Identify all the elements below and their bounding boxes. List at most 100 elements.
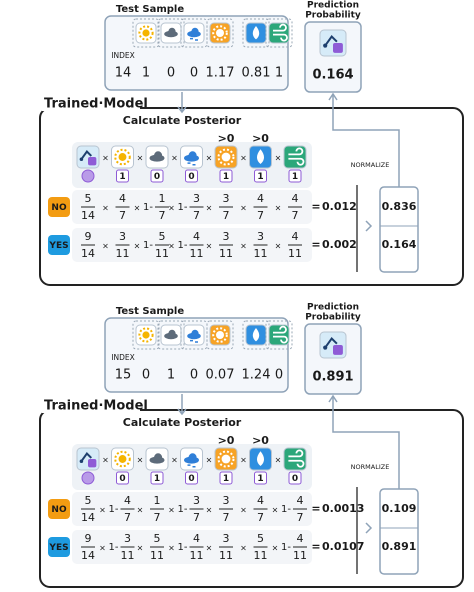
icon-shape	[333, 345, 343, 355]
normalize-label: NORMALIZE	[351, 161, 390, 169]
card-frame	[132, 18, 160, 48]
operator: ×	[102, 456, 109, 465]
badge-value: 0	[188, 474, 194, 484]
denominator: 7	[193, 209, 200, 222]
normalized-value: 0.891	[382, 540, 417, 553]
card-frame	[265, 18, 293, 48]
icon-frame	[268, 22, 290, 44]
denominator: 7	[297, 511, 304, 524]
operator: ×	[206, 154, 213, 163]
numerator: 3	[119, 230, 126, 243]
icon-shape	[212, 25, 228, 41]
numerator: 3	[223, 230, 230, 243]
icon-shape	[273, 23, 288, 42]
icon-shape	[154, 453, 163, 462]
model-title: Trained·Model	[44, 97, 148, 112]
denominator: 11	[150, 549, 164, 562]
denominator: 14	[81, 209, 95, 222]
badge-value: 0	[119, 474, 125, 484]
badge-value: 1	[223, 474, 229, 484]
icon-shape	[187, 162, 196, 166]
equals: =	[311, 540, 320, 553]
icon-shape	[212, 327, 228, 343]
numerator: 4	[119, 192, 126, 205]
denominator: 11	[155, 247, 169, 260]
complement: 1-	[281, 504, 291, 515]
icon-shape	[88, 459, 97, 468]
denominator: 11	[121, 549, 135, 562]
icon-shape	[288, 147, 305, 166]
prediction-title: Prediction	[307, 303, 359, 313]
sample-value: 0	[142, 368, 150, 383]
numerator: 3	[223, 494, 230, 507]
icon-shape	[323, 43, 328, 48]
icon-shape	[256, 149, 265, 165]
operator: ×	[272, 506, 279, 515]
icon-shape	[114, 148, 131, 166]
card-frame	[180, 18, 208, 48]
icon-shape	[221, 152, 231, 162]
equals: =	[311, 238, 320, 251]
operator: ×	[275, 456, 282, 465]
icon-shape	[88, 157, 97, 166]
row-result: 0.002	[322, 238, 357, 251]
prediction-value: 0.891	[312, 370, 353, 385]
badge	[150, 471, 164, 485]
operator: ×	[137, 154, 144, 163]
complement: 1-	[178, 240, 188, 251]
badge	[288, 471, 302, 485]
denominator: 7	[257, 209, 264, 222]
denominator: 11	[219, 247, 233, 260]
chevron	[365, 522, 373, 534]
numerator: 4	[193, 230, 200, 243]
equals: =	[311, 200, 320, 213]
operator: ×	[99, 544, 106, 553]
numerator: 3	[193, 192, 200, 205]
sample-value: 0	[190, 368, 198, 383]
operator: ×	[206, 242, 213, 251]
numerator: 5	[257, 532, 264, 545]
complement: 1-	[281, 542, 291, 553]
prediction-value: 0.164	[312, 68, 353, 83]
badge	[185, 169, 198, 183]
sample-value: 0.81	[242, 66, 271, 81]
icon-shape	[187, 464, 196, 468]
operator: ×	[206, 506, 213, 515]
badge	[288, 169, 302, 183]
icon-shape	[221, 454, 231, 464]
operator: ×	[240, 456, 247, 465]
numerator: 4	[257, 494, 264, 507]
numerator: 3	[193, 494, 200, 507]
icon-shape	[79, 157, 84, 161]
class-badge	[48, 197, 70, 217]
denominator: 11	[116, 247, 130, 260]
icon-shape	[142, 29, 150, 37]
icon-shape	[142, 331, 150, 339]
sample-value: 0	[275, 368, 283, 383]
denominator: 14	[81, 511, 95, 524]
operator: ×	[168, 204, 175, 213]
denominator: 7	[292, 209, 299, 222]
badge-value: 1	[223, 172, 229, 182]
condition: >0	[252, 434, 269, 447]
icon-shape	[114, 450, 131, 468]
numerator: 9	[85, 532, 92, 545]
icon-shape	[324, 34, 338, 47]
numerator: 4	[297, 532, 304, 545]
denominator: 7	[223, 209, 230, 222]
operator: ×	[134, 242, 141, 251]
card-frame	[242, 320, 270, 350]
icon-shape	[190, 37, 198, 41]
class-badge	[48, 235, 70, 255]
badge-value: 1	[154, 474, 160, 484]
arrow	[177, 92, 187, 114]
operator: ×	[137, 456, 144, 465]
operator: ×	[102, 242, 109, 251]
card-frame	[157, 320, 185, 350]
operator: ×	[275, 204, 282, 213]
operator: ×	[168, 506, 175, 515]
badge	[219, 471, 233, 485]
condition: >0	[252, 132, 269, 145]
numerator: 9	[85, 230, 92, 243]
icon-shape	[80, 149, 93, 160]
